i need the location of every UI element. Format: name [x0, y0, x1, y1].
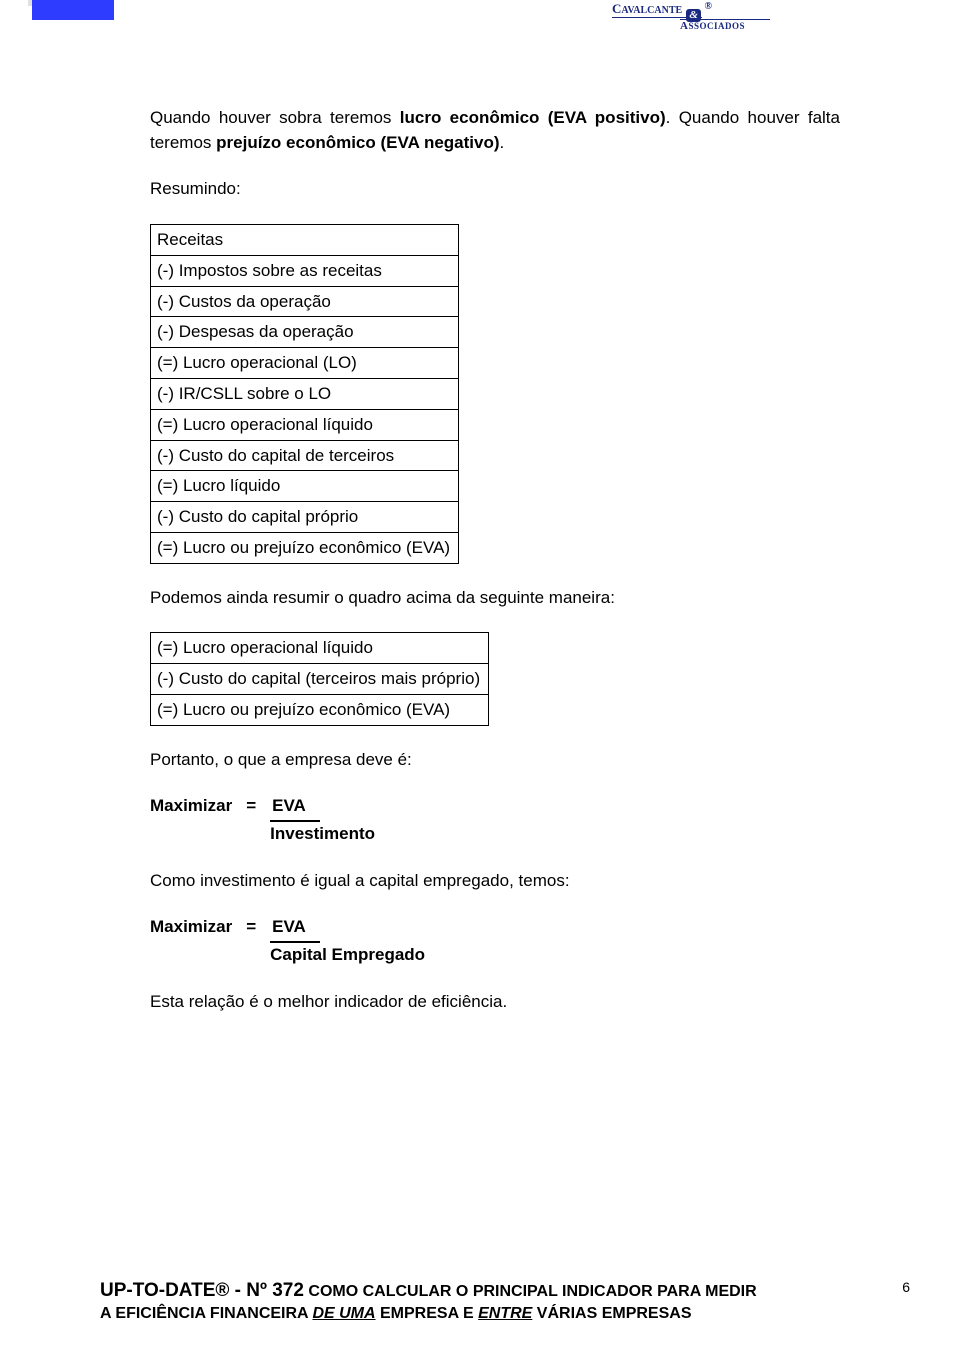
table-row: (=) Lucro ou prejuízo econômico (EVA) — [151, 694, 489, 725]
table-row: (-) Custo do capital de terceiros — [151, 440, 459, 471]
table-row: (-) Custo do capital próprio — [151, 502, 459, 533]
footer-l2c: EMPRESA E — [376, 1305, 479, 1322]
mid-para-3: Como investimento é igual a capital empr… — [150, 869, 840, 894]
breakdown-table-2: (=) Lucro operacional líquido (-) Custo … — [150, 632, 489, 725]
table-row: (-) IR/CSLL sobre o LO — [151, 378, 459, 409]
table-row: (=) Lucro líquido — [151, 471, 459, 502]
formula-2: Maximizar = EVA Capital Empregado — [150, 915, 840, 967]
breakdown-table-1: Receitas (-) Impostos sobre as receitas … — [150, 224, 459, 564]
formula1-rhs: EVA Investimento — [270, 794, 375, 846]
formula2-top: EVA — [270, 915, 320, 943]
header-logo: CAVALCANTE & ® ASSOCIADOS — [612, 2, 702, 32]
blue-sidebar — [32, 6, 114, 20]
intro-para-1: Quando houver sobra teremos lucro econôm… — [150, 106, 840, 155]
formula1-top: EVA — [270, 794, 320, 822]
footer-line2: A EFICIÊNCIA FINANCEIRA DE UMA EMPRESA E… — [100, 1305, 691, 1322]
logo-cap-c: C — [612, 1, 621, 16]
p1-e: . — [500, 133, 505, 152]
footer-num: Nº 372 — [246, 1280, 304, 1301]
logo-line1: CAVALCANTE & — [612, 1, 702, 18]
mid-para-2: Portanto, o que a empresa deve é: — [150, 748, 840, 773]
logo-rest2: SSOCIADOS — [688, 21, 745, 31]
footer-reg: ® — [215, 1280, 229, 1301]
p1-d: prejuízo econômico (EVA negativo) — [216, 133, 499, 152]
footer-l2b: DE UMA — [312, 1305, 375, 1322]
table-cell: (=) Lucro operacional líquido — [151, 409, 459, 440]
table-cell: Receitas — [151, 224, 459, 255]
formula1-bot: Investimento — [270, 822, 375, 847]
footer-l2d: ENTRE — [478, 1305, 532, 1322]
table-row: (=) Lucro operacional líquido — [151, 633, 489, 664]
formula2-rhs: EVA Capital Empregado — [270, 915, 425, 967]
table-cell: (-) Despesas da operação — [151, 317, 459, 348]
footer-rest1: COMO CALCULAR O PRINCIPAL INDICADOR PARA… — [304, 1283, 757, 1300]
logo-line2: ASSOCIADOS — [680, 19, 770, 32]
footer-l2a: A EFICIÊNCIA FINANCEIRA — [100, 1305, 312, 1322]
table-row: (-) Custo do capital (terceiros mais pró… — [151, 664, 489, 695]
table-cell: (=) Lucro líquido — [151, 471, 459, 502]
table-row: (-) Impostos sobre as receitas — [151, 255, 459, 286]
table-cell: (-) Impostos sobre as receitas — [151, 255, 459, 286]
table-cell: (-) Custo do capital (terceiros mais pró… — [151, 664, 489, 695]
table-row: (=) Lucro ou prejuízo econômico (EVA) — [151, 532, 459, 563]
table-row: (-) Despesas da operação — [151, 317, 459, 348]
mid-para-1: Podemos ainda resumir o quadro acima da … — [150, 586, 840, 611]
table-row: (-) Custos da operação — [151, 286, 459, 317]
page-footer: 6 UP-TO-DATE® - Nº 372 COMO CALCULAR O P… — [100, 1278, 870, 1325]
intro-para-2: Resumindo: — [150, 177, 840, 202]
p1-a: Quando houver sobra teremos — [150, 108, 400, 127]
p1-b: lucro econômico (EVA positivo) — [400, 108, 666, 127]
table-cell: (-) Custos da operação — [151, 286, 459, 317]
table-cell: (=) Lucro operacional líquido — [151, 633, 489, 664]
formula-1: Maximizar = EVA Investimento — [150, 794, 840, 846]
closing-para: Esta relação é o melhor indicador de efi… — [150, 990, 840, 1015]
table-cell: (=) Lucro operacional (LO) — [151, 348, 459, 379]
content-area: Quando houver sobra teremos lucro econôm… — [150, 106, 840, 1036]
footer-brand: UP-TO-DATE — [100, 1280, 215, 1301]
page-root: CAVALCANTE & ® ASSOCIADOS Quando houver … — [0, 0, 960, 1365]
formula2-eq: = — [246, 915, 256, 940]
table-cell: (-) IR/CSLL sobre o LO — [151, 378, 459, 409]
table-row: Receitas — [151, 224, 459, 255]
table-cell: (=) Lucro ou prejuízo econômico (EVA) — [151, 694, 489, 725]
footer-dash: - — [229, 1280, 246, 1301]
table-cell: (-) Custo do capital de terceiros — [151, 440, 459, 471]
formula1-lhs: Maximizar — [150, 794, 232, 819]
table-cell: (=) Lucro ou prejuízo econômico (EVA) — [151, 532, 459, 563]
formula2-bot: Capital Empregado — [270, 943, 425, 968]
logo-trademark: ® — [704, 2, 711, 12]
table-cell: (-) Custo do capital próprio — [151, 502, 459, 533]
table-row: (=) Lucro operacional (LO) — [151, 348, 459, 379]
formula2-lhs: Maximizar — [150, 915, 232, 940]
footer-l2e: VÁRIAS EMPRESAS — [532, 1305, 691, 1322]
footer-line1: UP-TO-DATE® - Nº 372 COMO CALCULAR O PRI… — [100, 1283, 757, 1300]
logo-rest1: AVALCANTE — [621, 5, 682, 16]
table-row: (=) Lucro operacional líquido — [151, 409, 459, 440]
formula1-eq: = — [246, 794, 256, 819]
page-number: 6 — [902, 1278, 910, 1297]
